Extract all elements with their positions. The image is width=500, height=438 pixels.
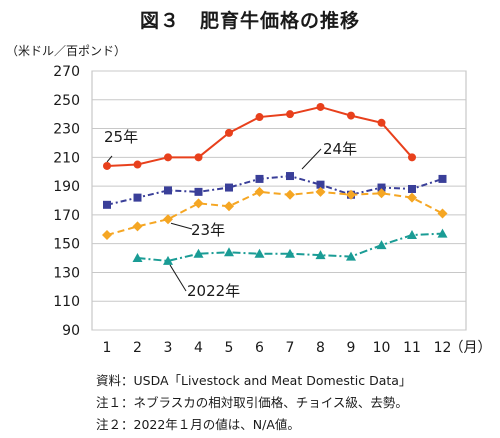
data-point (163, 255, 173, 265)
series-label: 24年 (323, 140, 357, 158)
data-point (193, 198, 204, 209)
data-point (285, 248, 295, 258)
data-point (316, 180, 325, 189)
x-tick-label: 3 (164, 340, 173, 356)
data-point (102, 230, 112, 241)
data-point (408, 153, 416, 162)
data-point (408, 184, 416, 193)
data-point (164, 153, 172, 162)
data-point (286, 110, 294, 119)
data-point (286, 172, 294, 181)
data-point (224, 201, 234, 212)
data-point (285, 189, 295, 200)
annotation-leader-line (106, 155, 113, 163)
x-tick-label: 6 (255, 340, 264, 356)
data-point (132, 221, 143, 232)
note-2: 注２：2022年１月の値は、N/A値。 (96, 417, 300, 432)
series-label: 25年 (104, 128, 138, 146)
annotation-leader-line (170, 222, 193, 230)
x-tick-label: 4 (194, 340, 203, 356)
data-point (437, 228, 448, 238)
source-note: 資料：USDA「Livestock and Meat Domestic Data… (96, 373, 412, 388)
y-axis-unit-label: （米ドル／百ポンド） (6, 44, 127, 58)
series-line-1 (106, 175, 443, 206)
y-tick-label: 130 (53, 265, 80, 281)
x-tick-label: 10 (373, 340, 391, 356)
data-point (407, 192, 417, 203)
data-point (346, 189, 356, 200)
x-tick-label: 2 (133, 340, 142, 356)
chart-title: 図３ 肥育牛価格の推移 (139, 10, 360, 32)
data-point (133, 160, 142, 169)
series-line-2 (106, 190, 443, 236)
y-tick-label: 250 (53, 93, 80, 109)
y-tick-label: 110 (53, 294, 80, 310)
data-point (103, 161, 111, 170)
data-point (193, 248, 204, 258)
chart-notes: 資料：USDA「Livestock and Meat Domestic Data… (96, 370, 411, 436)
series-line-3 (137, 232, 443, 262)
series-label: 2022年 (187, 282, 240, 300)
y-tick-label: 230 (53, 122, 80, 138)
data-point (132, 253, 143, 263)
data-point (377, 183, 386, 192)
data-point (133, 193, 142, 202)
data-point (437, 208, 448, 219)
data-point (376, 240, 387, 250)
y-tick-label: 210 (53, 150, 80, 166)
data-point (194, 153, 203, 162)
y-tick-label: 170 (53, 208, 80, 224)
data-point (254, 186, 265, 197)
y-tick-label: 90 (62, 323, 80, 339)
x-tick-label: 7 (286, 340, 295, 356)
data-point (163, 214, 173, 225)
data-point (376, 188, 387, 199)
data-point (164, 186, 172, 195)
x-tick-label: 1 (103, 340, 112, 356)
data-point (315, 250, 326, 260)
annotation-leader-line (301, 148, 322, 170)
data-point (315, 186, 326, 197)
data-point (255, 113, 264, 122)
x-tick-label: 12 (434, 340, 452, 356)
x-tick-label: 9 (347, 340, 356, 356)
x-tick-label: 8 (316, 340, 325, 356)
data-point (438, 174, 447, 183)
data-point (225, 183, 233, 192)
data-point (407, 230, 417, 240)
data-point (377, 118, 386, 127)
x-tick-label: 11 (403, 340, 421, 356)
y-tick-label: 190 (53, 179, 80, 195)
data-point (347, 111, 355, 120)
data-point (194, 187, 203, 196)
data-point (224, 247, 234, 257)
data-point (316, 102, 325, 111)
data-point (103, 200, 111, 209)
y-tick-label: 150 (53, 237, 80, 253)
data-point (225, 128, 233, 137)
x-axis-unit-label: （月） (450, 340, 492, 356)
data-point (346, 251, 356, 261)
x-tick-label: 5 (225, 340, 234, 356)
annotation-leader-line (169, 264, 187, 292)
y-tick-label: 270 (53, 64, 80, 80)
series-label: 23年 (191, 221, 225, 239)
note-1: 注１：ネブラスカの相対取引価格、チョイス級、去勢。 (96, 395, 408, 410)
data-point (255, 174, 264, 183)
data-point (254, 248, 265, 258)
